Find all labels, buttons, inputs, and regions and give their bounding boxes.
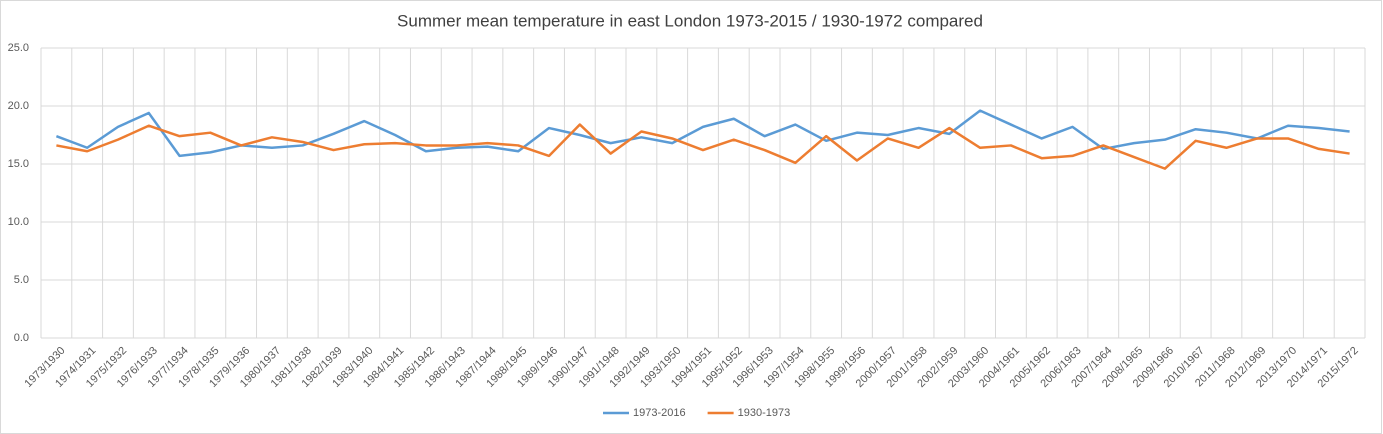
y-tick-label: 25.0 xyxy=(8,42,29,54)
y-tick-label: 20.0 xyxy=(8,100,29,112)
y-tick-label: 5.0 xyxy=(14,274,29,286)
series-line xyxy=(55,109,1350,158)
chart-title: Summer mean temperature in east London 1… xyxy=(397,11,983,30)
y-tick-label: 15.0 xyxy=(8,158,29,170)
y-tick-label: 0.0 xyxy=(14,332,29,344)
series-line xyxy=(56,123,1350,170)
y-tick-label: 10.0 xyxy=(8,216,29,228)
legend-label: 1930-1973 xyxy=(738,407,791,419)
legend-label: 1973-2016 xyxy=(633,407,686,419)
